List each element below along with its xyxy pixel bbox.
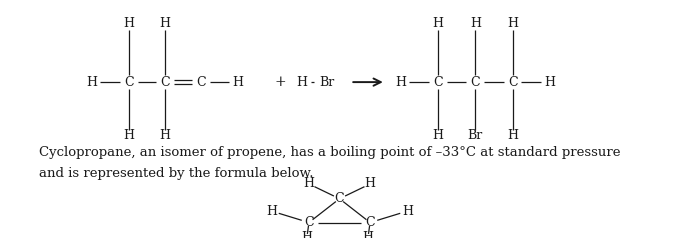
Text: H: H: [232, 76, 243, 89]
Text: H: H: [124, 129, 134, 142]
Text: C: C: [304, 216, 314, 229]
Text: H: H: [507, 129, 518, 142]
Text: H: H: [365, 178, 375, 190]
Text: C: C: [508, 76, 517, 89]
Text: H: H: [86, 76, 97, 89]
Text: H: H: [124, 17, 134, 30]
Text: C: C: [124, 76, 134, 89]
Text: C: C: [433, 76, 443, 89]
Text: Cyclopropane, an isomer of propene, has a boiling point of –33°C at standard pre: Cyclopropane, an isomer of propene, has …: [39, 146, 621, 159]
Text: C: C: [335, 192, 344, 205]
Text: H: H: [402, 205, 413, 218]
Text: +: +: [274, 75, 287, 89]
Text: H: H: [160, 129, 170, 142]
Text: C: C: [196, 76, 206, 89]
Text: H: H: [470, 17, 481, 30]
Text: C: C: [160, 76, 170, 89]
Text: C: C: [471, 76, 480, 89]
Text: H: H: [363, 231, 373, 238]
Text: H: H: [433, 17, 443, 30]
Text: H: H: [297, 76, 308, 89]
Text: H: H: [266, 205, 277, 218]
Text: H: H: [545, 76, 555, 89]
Text: C: C: [365, 216, 375, 229]
Text: Br: Br: [320, 76, 335, 89]
Text: H: H: [433, 129, 443, 142]
Text: H: H: [304, 178, 314, 190]
Text: H: H: [395, 76, 406, 89]
Text: H: H: [507, 17, 518, 30]
Text: and is represented by the formula below.: and is represented by the formula below.: [39, 167, 314, 180]
Text: Br: Br: [468, 129, 483, 142]
Text: H: H: [160, 17, 170, 30]
Text: H: H: [301, 231, 312, 238]
